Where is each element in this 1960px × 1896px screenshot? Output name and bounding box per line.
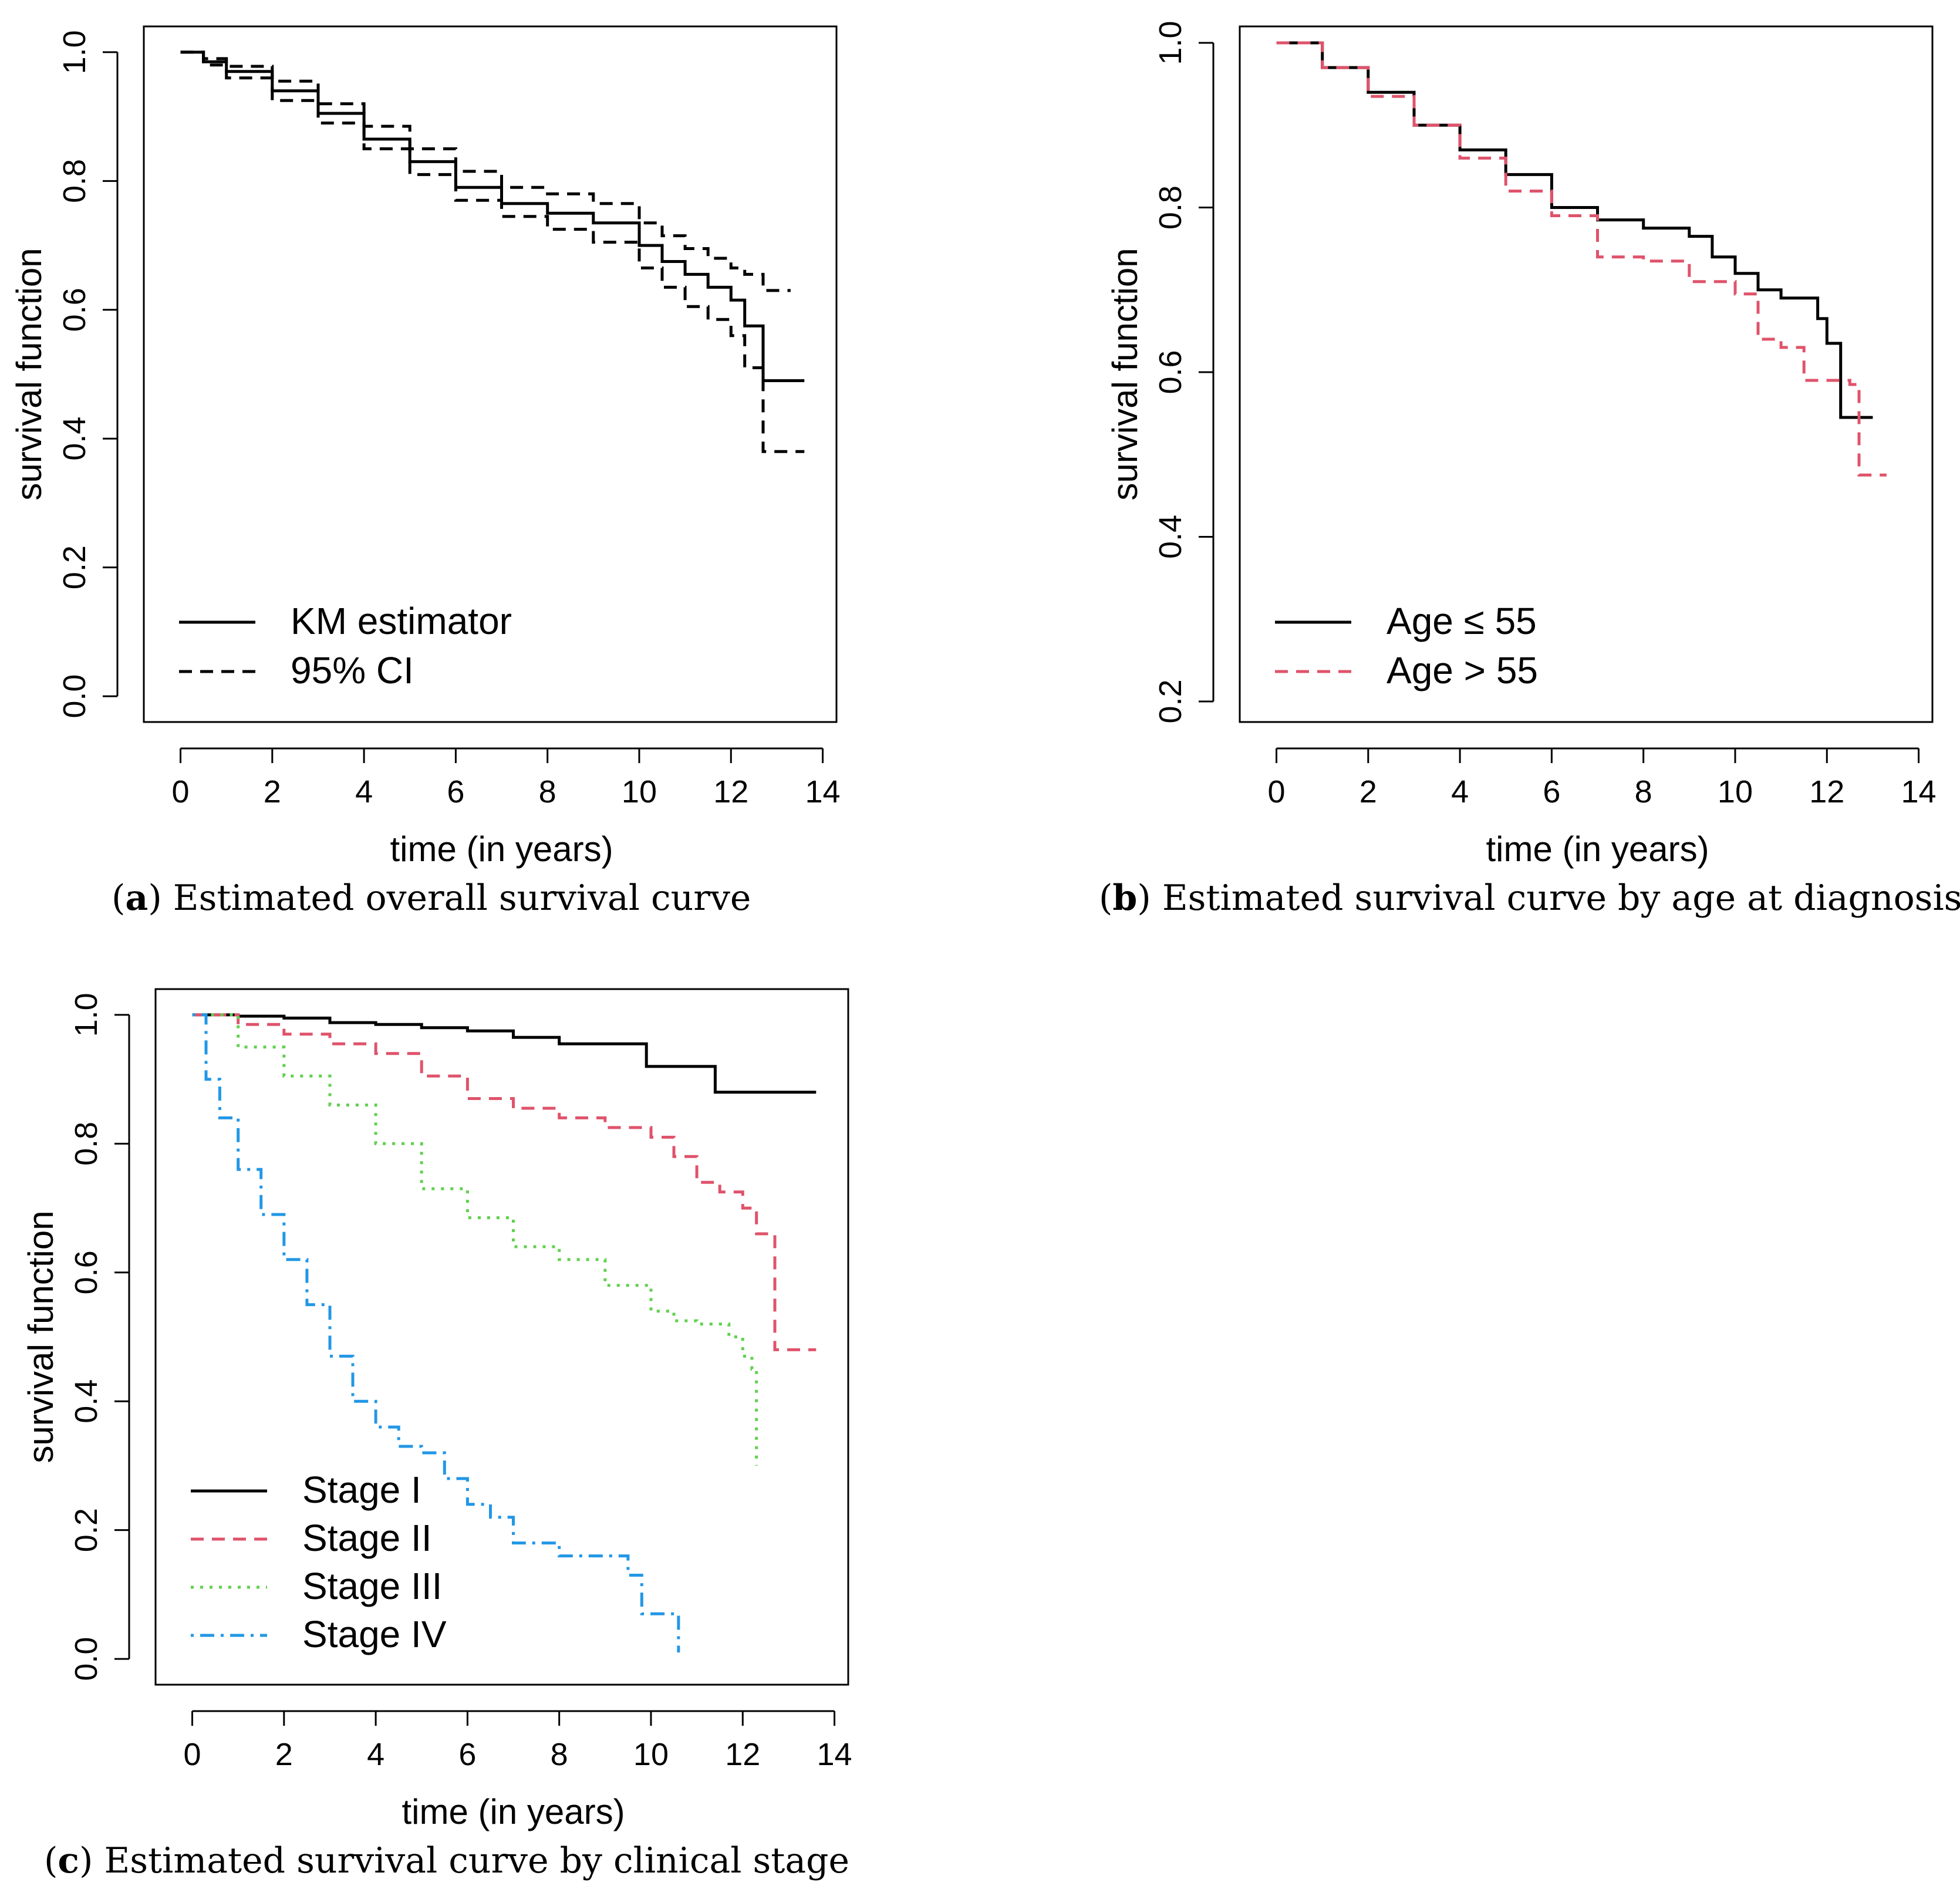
chart-c-y-axis-label: survival function <box>21 1210 60 1463</box>
chart-a-plot-frame <box>143 25 838 723</box>
chart-c-series-stage-ii <box>192 1013 817 1351</box>
chart-b-series-age-55 <box>1276 41 1887 477</box>
chart-c-x-tick-label: 2 <box>275 1737 293 1772</box>
chart-b-series-age-55 <box>1276 41 1873 419</box>
chart-b-y-tick-label: 0.8 <box>1153 185 1188 230</box>
chart-a-legend-label: KM estimator <box>291 600 512 642</box>
chart-a-y-tick-label: 0.0 <box>57 674 92 718</box>
chart-b-y-axis-label: survival function <box>1105 248 1145 500</box>
chart-a-x-tick-label: 12 <box>713 774 748 809</box>
chart-b-y-tick-label: 1.0 <box>1153 21 1188 65</box>
chart-b-plot-frame <box>1239 25 1934 723</box>
chart-b-x-tick-label: 12 <box>1809 774 1844 809</box>
chart-a-series-95-ci-lower <box>180 50 805 453</box>
chart-b-y-tick-label: 0.4 <box>1153 515 1188 559</box>
chart-a-y-tick-label: 0.8 <box>57 159 92 203</box>
chart-a-x-axis-label: time (in years) <box>390 829 613 869</box>
chart-a-x-tick-label: 4 <box>355 774 373 809</box>
chart-c-plot-frame <box>154 988 849 1686</box>
chart-a-x-tick-label: 10 <box>622 774 657 809</box>
chart-b-x-tick-label: 8 <box>1635 774 1652 809</box>
caption-b-tag: b <box>1112 878 1138 919</box>
chart-a-y-axis-label: survival function <box>9 248 49 500</box>
chart-c-series-stage-iii <box>192 1013 758 1466</box>
chart-c-legend-label: Stage II <box>302 1517 432 1559</box>
chart-c-x-tick-label: 6 <box>458 1737 476 1772</box>
chart-b-x-tick-label: 14 <box>1901 774 1937 809</box>
chart-a-x-tick-label: 0 <box>171 774 189 809</box>
chart-b-x-tick-label: 4 <box>1451 774 1469 809</box>
chart-b-y-tick-label: 0.2 <box>1153 679 1188 723</box>
chart-c-x-tick-label: 10 <box>633 1737 669 1772</box>
chart-b: 0 2 4 6 8 10 12 14 time (in years) 0.2 0.4 0.6 0.8 1.… <box>1105 21 1937 869</box>
chart-b-x-tick-label: 10 <box>1718 774 1753 809</box>
caption-b: (b) Estimated survival curve by age at d… <box>1099 880 1960 916</box>
chart-c-y-tick-label: 0.6 <box>69 1250 104 1294</box>
chart-a-x-tick-label: 8 <box>539 774 556 809</box>
chart-b-y-tick-label: 0.6 <box>1153 350 1188 394</box>
chart-a-y-tick-label: 0.4 <box>57 417 92 461</box>
chart-b-x-tick-label: 2 <box>1359 774 1377 809</box>
chart-c-x-tick-label: 0 <box>183 1737 201 1772</box>
chart-b-x-axis-label: time (in years) <box>1486 829 1709 869</box>
chart-c-y-tick-label: 0.2 <box>69 1508 104 1552</box>
chart-a-x-tick-label: 6 <box>447 774 464 809</box>
caption-c: (c) Estimated survival curve by clinical… <box>44 1840 850 1881</box>
chart-a-y-tick-label: 0.2 <box>57 545 92 589</box>
chart-c-x-tick-label: 12 <box>725 1737 760 1772</box>
chart-c-x-tick-label: 8 <box>551 1737 568 1772</box>
chart-c-x-axis-label: time (in years) <box>402 1792 625 1831</box>
chart-a-y-tick-label: 0.6 <box>57 288 92 332</box>
caption-a-tag: a <box>125 878 149 919</box>
caption-c-text: Estimated survival curve by clinical sta… <box>104 1840 850 1881</box>
caption-b-text: Estimated survival curve by age at diagn… <box>1162 878 1960 919</box>
chart-b-x-tick-label: 6 <box>1543 774 1560 809</box>
chart-c-series-stage-iv <box>192 1013 680 1653</box>
chart-b-legend-label: Age ≤ 55 <box>1386 600 1537 642</box>
chart-c-series-stage-i <box>192 1013 817 1094</box>
chart-c-y-tick-label: 1.0 <box>69 993 104 1037</box>
caption-a: (a) Estimated overall survival curve <box>112 878 751 919</box>
chart-c-y-tick-label: 0.0 <box>69 1637 104 1681</box>
chart-c: 0 2 4 6 8 10 12 14 time (in years) 0.0 0.2 0.4 0.6 0.… <box>21 988 852 1831</box>
chart-a: 0 2 4 6 8 10 12 14 time (in years) 0.0 0.2 0.4 0.6 0.… <box>9 25 841 869</box>
chart-b-legend-label: Age > 55 <box>1386 649 1538 691</box>
chart-c-x-tick-label: 4 <box>367 1737 384 1772</box>
chart-c-y-tick-label: 0.8 <box>69 1122 104 1166</box>
chart-a-x-tick-label: 14 <box>805 774 841 809</box>
chart-c-legend-label: Stage I <box>302 1469 421 1511</box>
chart-c-x-tick-label: 14 <box>817 1737 852 1772</box>
chart-c-y-tick-label: 0.4 <box>69 1379 104 1423</box>
caption-c-tag: c <box>58 1840 79 1881</box>
chart-a-series-km-estimator <box>180 50 805 382</box>
chart-a-y-tick-label: 1.0 <box>57 30 92 74</box>
caption-a-text: Estimated overall survival curve <box>173 878 751 919</box>
chart-c-legend-label: Stage IV <box>302 1613 447 1655</box>
chart-a-x-tick-label: 2 <box>264 774 281 809</box>
chart-c-legend-label: Stage III <box>302 1565 442 1607</box>
chart-a-legend-label: 95% CI <box>291 649 414 691</box>
chart-b-x-tick-label: 0 <box>1267 774 1285 809</box>
